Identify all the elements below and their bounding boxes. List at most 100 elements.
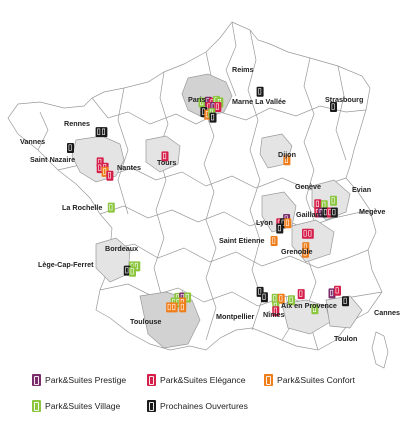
- marker-glyph: [303, 230, 307, 237]
- city-label-lyon: Lyon: [256, 218, 273, 227]
- hotel-marker-confort: [284, 218, 292, 229]
- hotel-marker-elegance: [297, 289, 305, 300]
- marker-glyph: [172, 303, 176, 311]
- hotel-marker-elegance: [306, 228, 314, 239]
- hotel-marker-ouvertures: [276, 223, 284, 234]
- marker-body: [306, 228, 314, 239]
- legend-item-confort: Park&Suites Confort: [264, 374, 355, 386]
- city-label-gaillard: Gaillard: [296, 210, 323, 219]
- city-label-rennes: Rennes: [64, 119, 90, 128]
- marker-body: [209, 112, 217, 123]
- marker-glyph: [103, 168, 107, 175]
- marker-glyph: [277, 225, 281, 232]
- marker-body: [106, 170, 114, 181]
- marker-body: [330, 207, 338, 218]
- city-label-strasbourg: Strasbourg: [325, 95, 363, 104]
- hotel-marker-confort: [179, 302, 187, 313]
- marker-glyph: [68, 144, 72, 151]
- marker-glyph: [200, 99, 204, 106]
- city-label-reims: Reims: [232, 65, 254, 74]
- legend-label-village: Park&Suites Village: [45, 401, 121, 411]
- hotel-village-icon: [32, 400, 41, 412]
- marker-glyph: [285, 219, 289, 226]
- hotel-marker-elegance: [106, 170, 114, 181]
- marker-glyph: [180, 303, 184, 311]
- marker-glyph: [98, 164, 102, 171]
- internal-border: [335, 65, 347, 161]
- legend-item-prestige: Park&Suites Prestige: [32, 374, 126, 386]
- marker-glyph: [343, 297, 347, 305]
- internal-border: [117, 87, 129, 215]
- hotel-marker-village: [330, 195, 337, 206]
- hotel-marker-village: [271, 293, 279, 304]
- marker-glyph: [332, 209, 336, 216]
- hotel-markers: [67, 86, 349, 317]
- internal-border: [37, 111, 49, 151]
- hotel-marker-ouvertures: [260, 292, 268, 303]
- hotel-marker-village: [198, 97, 206, 108]
- marker-glyph: [167, 303, 171, 311]
- france-outline: [7, 21, 383, 351]
- marker-glyph: [163, 152, 167, 160]
- hotel-marker-ouvertures: [330, 102, 337, 112]
- hotel-marker-confort: [302, 247, 309, 258]
- hotel-marker-village: [288, 295, 295, 306]
- hotel-marker-ouvertures: [100, 127, 108, 138]
- marker-glyph: [303, 249, 307, 256]
- corsica: [371, 331, 389, 369]
- hotel-marker-village: [107, 202, 115, 213]
- legend-item-elegance: Park&Suites Elégance: [147, 374, 246, 386]
- internal-border: [303, 57, 319, 351]
- city-label-lege: Lège-Cap-Ferret: [38, 260, 94, 269]
- legend-item-ouvertures: Prochaines Ouvertures: [147, 400, 248, 412]
- marker-glyph: [330, 289, 334, 297]
- hotel-marker-elegance: [334, 285, 341, 296]
- city-label-megeve: Megève: [359, 207, 385, 216]
- legend-label-ouvertures: Prochaines Ouvertures: [160, 401, 248, 411]
- hotel-marker-confort: [170, 302, 178, 313]
- marker-glyph: [109, 204, 113, 211]
- marker-body: [284, 218, 292, 229]
- france-map: Reims Paris Marne La Vallée Strasbourg R…: [7, 21, 400, 369]
- internal-border: [225, 21, 237, 97]
- hotel-marker-ouvertures: [209, 112, 217, 123]
- hotel-elegance-icon: [147, 374, 156, 386]
- marker-glyph: [102, 128, 106, 135]
- hotel-marker-elegance: [214, 102, 222, 112]
- legend-label-elegance: Park&Suites Elégance: [160, 375, 246, 385]
- hotel-marker-confort: [283, 155, 291, 166]
- internal-border: [109, 243, 369, 269]
- marker-glyph: [299, 290, 303, 297]
- internal-border: [99, 283, 383, 309]
- marker-glyph: [273, 295, 277, 302]
- marker-glyph: [308, 230, 312, 237]
- marker-body: [330, 195, 337, 206]
- hotel-confort-icon: [264, 374, 273, 386]
- marker-body: [170, 302, 178, 313]
- marker-glyph: [97, 128, 101, 135]
- city-label-grenoble: Grenoble: [281, 247, 313, 256]
- hotel-marker-confort: [270, 236, 278, 246]
- hotel-marker-ouvertures: [256, 86, 264, 97]
- city-label-saint-etienne: Saint Etienne: [219, 236, 265, 245]
- marker-glyph: [125, 267, 129, 274]
- marker-glyph: [215, 103, 219, 110]
- marker-glyph: [273, 307, 277, 314]
- marker-glyph: [315, 200, 319, 207]
- city-label-tours: Tours: [157, 158, 176, 167]
- marker-glyph: [323, 209, 327, 216]
- marker-glyph: [130, 268, 134, 275]
- city-label-toulon: Toulon: [334, 334, 357, 343]
- hotel-marker-confort: [277, 293, 285, 304]
- marker-glyph: [335, 287, 339, 294]
- marker-glyph: [284, 156, 288, 163]
- marker-glyph: [211, 114, 215, 121]
- city-label-toulouse: Toulouse: [130, 317, 161, 326]
- city-label-marne: Marne La Vallée: [232, 97, 286, 106]
- marker-glyph: [258, 288, 262, 295]
- hotel-marker-ouvertures: [330, 207, 338, 218]
- marker-body: [214, 102, 222, 112]
- city-label-cannes: Cannes: [374, 308, 400, 317]
- hotel-marker-elegance: [161, 151, 169, 162]
- marker-glyph: [272, 237, 276, 244]
